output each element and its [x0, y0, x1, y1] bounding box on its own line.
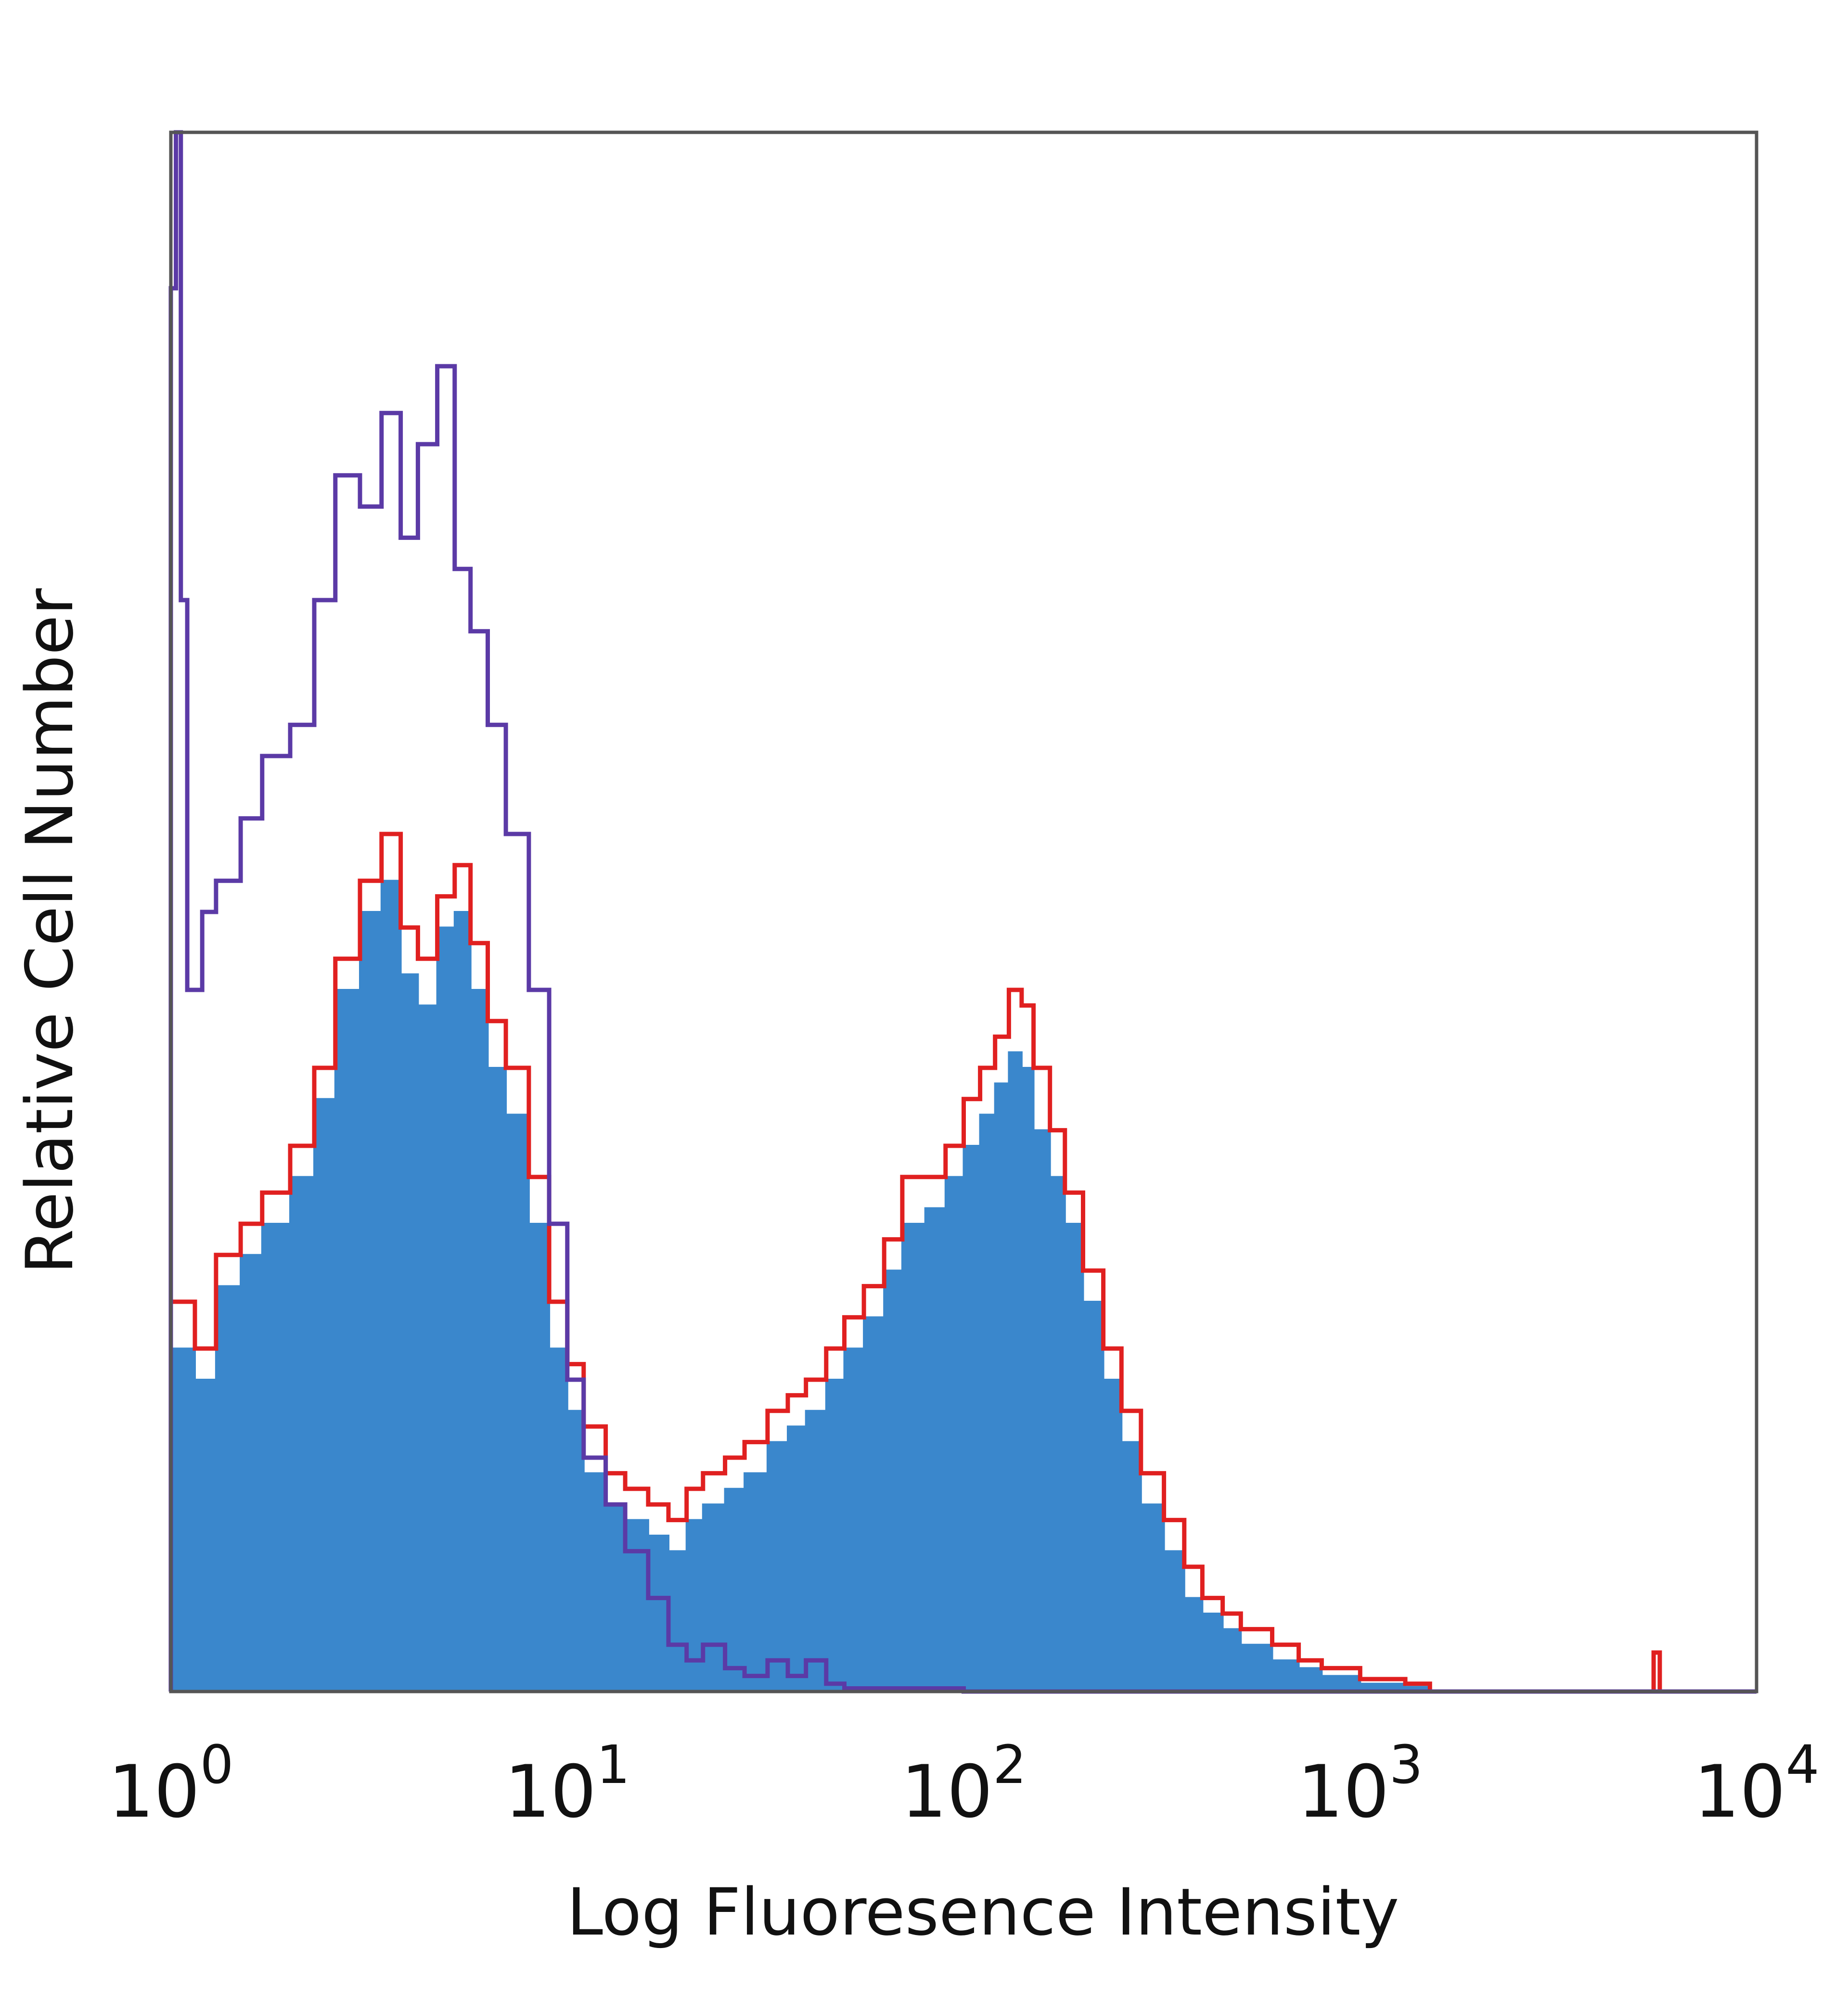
filled-histogram-series-1 — [170, 880, 1757, 1692]
x-tick-label-0: 100 — [108, 1734, 234, 1834]
y-axis-title: Relative Cell Number — [12, 588, 88, 1274]
histogram-line-series-2 — [168, 832, 1757, 1694]
plot-frame — [169, 130, 1758, 1693]
x-tick-label-3: 103 — [1297, 1734, 1423, 1834]
x-tick-label-2: 102 — [901, 1734, 1027, 1834]
x-axis-title: Log Fluoresence Intensity — [567, 1874, 1399, 1950]
x-tick-label-4: 104 — [1694, 1734, 1820, 1834]
series-layer — [168, 130, 1757, 1694]
x-tick-label-1: 101 — [504, 1734, 630, 1834]
x-tick-labels: 100 101 102 103 104 — [108, 1734, 1820, 1834]
histogram-line-series-3 — [168, 130, 1757, 1694]
